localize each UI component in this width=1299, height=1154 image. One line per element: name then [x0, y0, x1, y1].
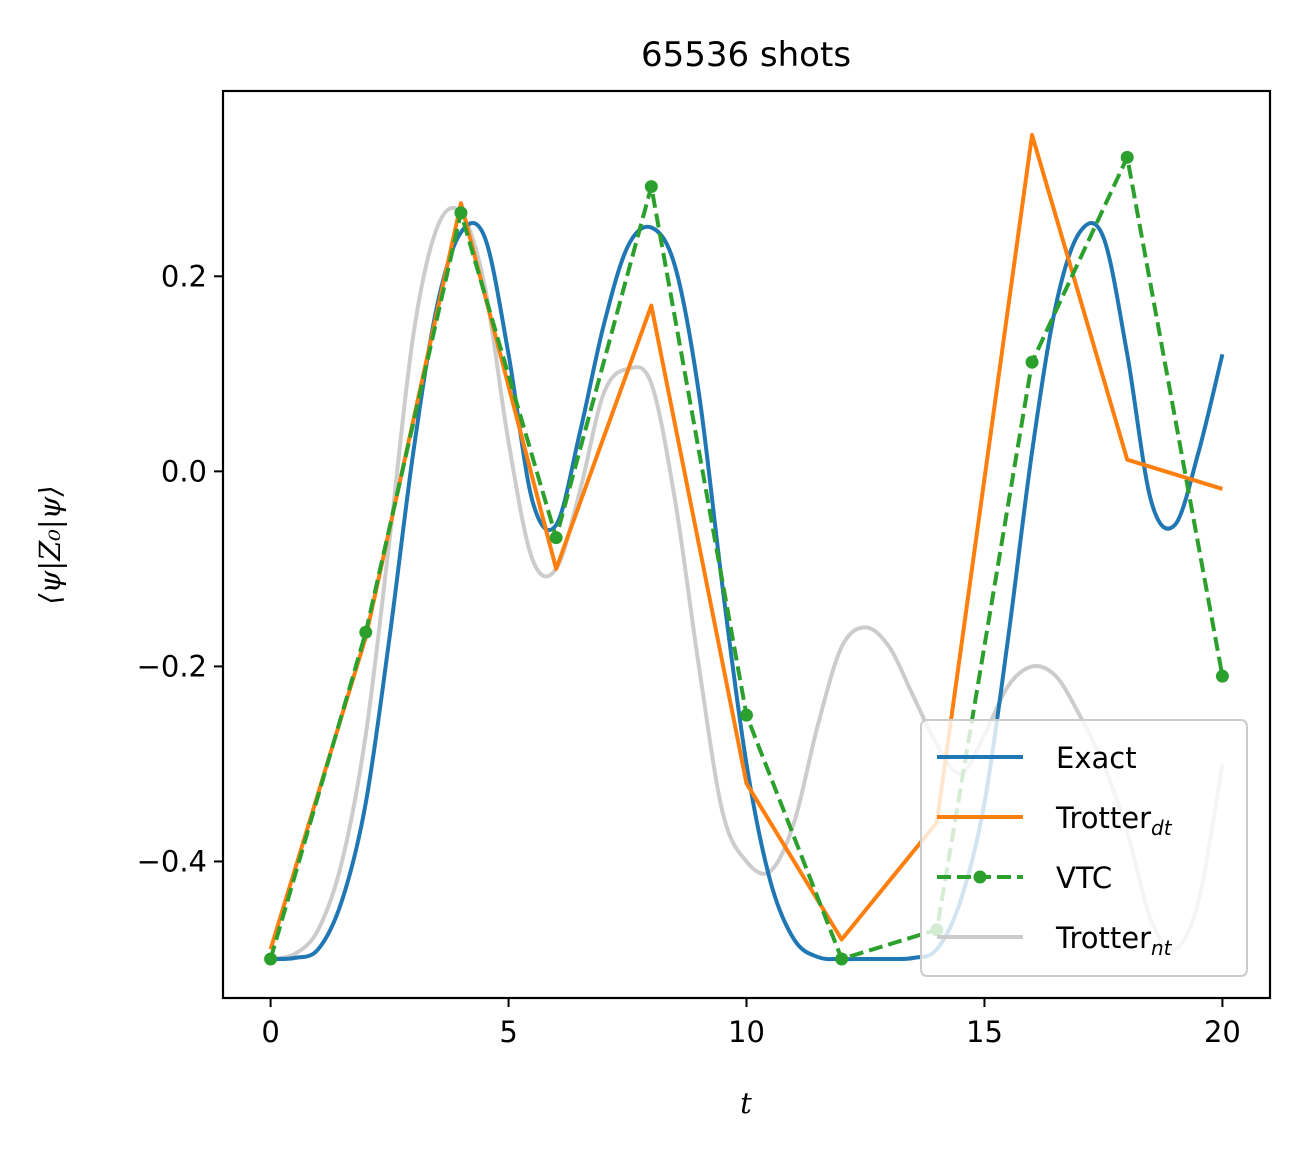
- data-point: [1025, 355, 1039, 369]
- legend-box: [920, 719, 1248, 977]
- y-axis-label: ⟨ψ|Z₀|ψ⟩: [33, 485, 67, 604]
- legend: Exact Trotterdt VTC Trotternt: [920, 719, 1248, 977]
- y-tick-label: −0.4: [137, 844, 207, 878]
- x-tick-label: 15: [966, 1015, 1003, 1049]
- legend-label: Trotterdt: [1055, 801, 1173, 840]
- y-axis: −0.4 −0.2 0.0 0.2: [137, 259, 223, 878]
- data-point: [359, 625, 373, 639]
- data-point: [549, 531, 563, 545]
- x-tick-label: 20: [1204, 1015, 1241, 1049]
- x-tick-label: 5: [499, 1015, 517, 1049]
- y-tick-label: −0.2: [137, 649, 207, 683]
- series-line-trotter-nt: [270, 205, 1225, 961]
- data-point: [454, 206, 468, 220]
- x-axis: 0 5 10 15 20: [261, 998, 1241, 1049]
- legend-label: VTC: [1056, 861, 1112, 895]
- x-axis-label: t: [740, 1086, 752, 1120]
- y-tick-label: 0.0: [161, 454, 207, 488]
- chart-title: 65536 shots: [641, 35, 851, 75]
- data-point: [1120, 150, 1134, 164]
- legend-label: Exact: [1056, 741, 1137, 775]
- series-layer: [264, 132, 1229, 966]
- data-point: [264, 952, 278, 966]
- x-tick-label: 0: [261, 1015, 279, 1049]
- data-point: [1215, 669, 1229, 683]
- x-tick-label: 10: [728, 1015, 765, 1049]
- legend-label: Trotternt: [1055, 921, 1173, 960]
- data-point: [835, 952, 849, 966]
- y-tick-label: 0.2: [161, 259, 207, 293]
- data-point: [644, 180, 658, 194]
- legend-marker: [973, 870, 987, 884]
- data-point: [740, 708, 753, 722]
